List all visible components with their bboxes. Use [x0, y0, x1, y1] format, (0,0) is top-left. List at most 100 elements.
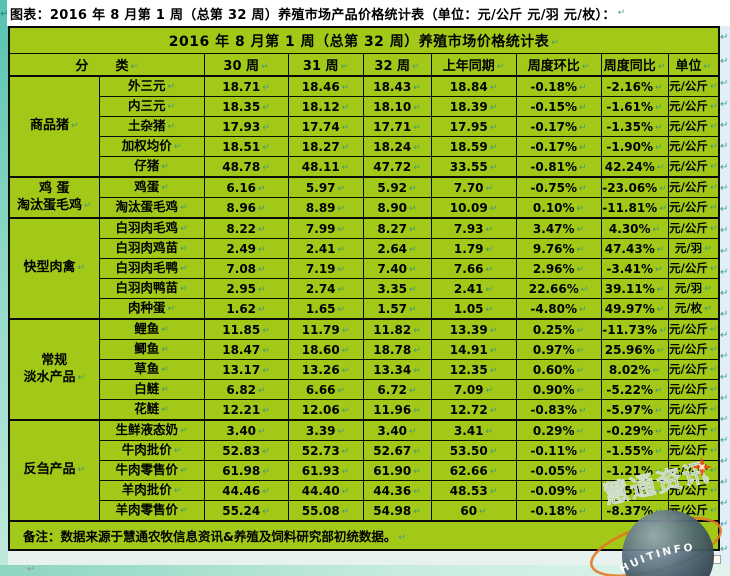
- unit-cell[interactable]: 元/羽 ↵: [667, 238, 720, 259]
- row-label[interactable]: 牛肉批价 ↵: [98, 440, 205, 461]
- percent-cell[interactable]: -11.81% ↵: [600, 197, 669, 219]
- unit-cell[interactable]: 元/公斤 ↵: [667, 75, 720, 97]
- percent-cell[interactable]: -5.97% ↵: [600, 399, 669, 421]
- row-label[interactable]: 鲤鱼 ↵: [98, 318, 205, 340]
- price-cell[interactable]: 13.17 ↵: [203, 359, 289, 380]
- group-label[interactable]: 反刍产品 ↵: [8, 419, 100, 522]
- price-cell[interactable]: 14.91 ↵: [430, 339, 517, 360]
- price-cell[interactable]: 2.95 ↵: [203, 278, 289, 299]
- percent-cell[interactable]: -3.41% ↵: [600, 258, 669, 279]
- price-cell[interactable]: 2.74 ↵: [287, 278, 364, 299]
- row-label[interactable]: 白羽肉鸭苗 ↵: [98, 278, 205, 299]
- percent-cell[interactable]: -0.11% ↵: [515, 440, 602, 461]
- row-label[interactable]: 白羽肉毛鸭 ↵: [98, 258, 205, 279]
- header-yoy-change[interactable]: 周度同比 ↵: [600, 53, 669, 77]
- percent-cell[interactable]: -0.75% ↵: [515, 176, 602, 198]
- price-cell[interactable]: 33.55 ↵: [430, 156, 517, 178]
- row-label[interactable]: 羊肉零售价 ↵: [98, 500, 205, 522]
- price-cell[interactable]: 2.64 ↵: [362, 238, 432, 259]
- percent-cell[interactable]: 0.90% ↵: [515, 379, 602, 400]
- price-cell[interactable]: 18.84 ↵: [430, 75, 517, 97]
- price-cell[interactable]: 18.24 ↵: [362, 136, 432, 157]
- price-cell[interactable]: 3.40 ↵: [203, 419, 289, 441]
- percent-cell[interactable]: 2.96% ↵: [515, 258, 602, 279]
- price-cell[interactable]: 6.82 ↵: [203, 379, 289, 400]
- row-label[interactable]: 白羽肉毛鸡 ↵: [98, 217, 205, 239]
- price-cell[interactable]: 18.27 ↵: [287, 136, 364, 157]
- price-cell[interactable]: 61.90 ↵: [362, 460, 432, 481]
- price-cell[interactable]: 2.41 ↵: [430, 278, 517, 299]
- price-cell[interactable]: 18.59 ↵: [430, 136, 517, 157]
- percent-cell[interactable]: -0.83% ↵: [515, 399, 602, 421]
- unit-cell[interactable]: 元/公斤 ↵: [667, 156, 720, 178]
- row-label[interactable]: 淘汰蛋毛鸡 ↵: [98, 197, 205, 219]
- percent-cell[interactable]: -1.55% ↵: [600, 440, 669, 461]
- price-cell[interactable]: 48.78 ↵: [203, 156, 289, 178]
- unit-cell[interactable]: 元/公斤 ↵: [667, 359, 720, 380]
- price-cell[interactable]: 11.82 ↵: [362, 318, 432, 340]
- percent-cell[interactable]: 8.02% ↵: [600, 359, 669, 380]
- price-cell[interactable]: 12.72 ↵: [430, 399, 517, 421]
- price-cell[interactable]: 18.47 ↵: [203, 339, 289, 360]
- price-cell[interactable]: 7.40 ↵: [362, 258, 432, 279]
- price-cell[interactable]: 18.35 ↵: [203, 96, 289, 117]
- unit-cell[interactable]: 元/公斤 ↵: [667, 217, 720, 239]
- percent-cell[interactable]: -0.81% ↵: [515, 156, 602, 178]
- row-label[interactable]: 鸡蛋 ↵: [98, 176, 205, 198]
- percent-cell[interactable]: 9.76% ↵: [515, 238, 602, 259]
- unit-cell[interactable]: 元/公斤 ↵: [667, 399, 720, 421]
- price-cell[interactable]: 62.66 ↵: [430, 460, 517, 481]
- price-cell[interactable]: 3.40 ↵: [362, 419, 432, 441]
- price-cell[interactable]: 52.73 ↵: [287, 440, 364, 461]
- group-label[interactable]: 鸡 蛋淘汰蛋毛鸡 ↵: [8, 176, 100, 219]
- price-cell[interactable]: 17.93 ↵: [203, 116, 289, 137]
- price-cell[interactable]: 7.08 ↵: [203, 258, 289, 279]
- price-cell[interactable]: 44.40 ↵: [287, 480, 364, 501]
- percent-cell[interactable]: -8.37% ↵: [600, 500, 669, 522]
- price-cell[interactable]: 18.78 ↵: [362, 339, 432, 360]
- price-cell[interactable]: 7.99 ↵: [287, 217, 364, 239]
- percent-cell[interactable]: 25.96% ↵: [600, 339, 669, 360]
- unit-cell[interactable]: 元/公斤 ↵: [667, 96, 720, 117]
- row-label[interactable]: 白羽肉鸡苗 ↵: [98, 238, 205, 259]
- percent-cell[interactable]: -0.15% ↵: [515, 96, 602, 117]
- price-cell[interactable]: 18.43 ↵: [362, 75, 432, 97]
- unit-cell[interactable]: 元/公斤 ↵: [667, 460, 720, 481]
- price-cell[interactable]: 3.39 ↵: [287, 419, 364, 441]
- price-cell[interactable]: 13.26 ↵: [287, 359, 364, 380]
- percent-cell[interactable]: 3.47% ↵: [515, 217, 602, 239]
- unit-cell[interactable]: 元/公斤 ↵: [667, 258, 720, 279]
- percent-cell[interactable]: -0.17% ↵: [515, 116, 602, 137]
- header-wow-change[interactable]: 周度环比 ↵: [515, 53, 602, 77]
- price-cell[interactable]: 18.10 ↵: [362, 96, 432, 117]
- price-cell[interactable]: 3.41 ↵: [430, 419, 517, 441]
- price-cell[interactable]: 17.74 ↵: [287, 116, 364, 137]
- price-cell[interactable]: 18.46 ↵: [287, 75, 364, 97]
- document-title[interactable]: 图表：2016 年 8 月第 1 周（总第 32 周）养殖市场产品价格统计表（单…: [10, 7, 616, 23]
- percent-cell[interactable]: -0.17% ↵: [515, 136, 602, 157]
- price-cell[interactable]: 48.11 ↵: [287, 156, 364, 178]
- price-cell[interactable]: 1.05 ↵: [430, 298, 517, 320]
- price-cell[interactable]: 48.53 ↵: [430, 480, 517, 501]
- unit-cell[interactable]: 元/公斤 ↵: [667, 116, 720, 137]
- percent-cell[interactable]: 0.60% ↵: [515, 359, 602, 380]
- price-cell[interactable]: 61.93 ↵: [287, 460, 364, 481]
- percent-cell[interactable]: -1.61% ↵: [600, 96, 669, 117]
- unit-cell[interactable]: 元/公斤 ↵: [667, 440, 720, 461]
- price-cell[interactable]: 5.92 ↵: [362, 176, 432, 198]
- price-cell[interactable]: 53.50 ↵: [430, 440, 517, 461]
- unit-cell[interactable]: 元/公斤 ↵: [667, 379, 720, 400]
- price-cell[interactable]: 61.98 ↵: [203, 460, 289, 481]
- unit-cell[interactable]: 元/公斤 ↵: [667, 318, 720, 340]
- price-cell[interactable]: 11.85 ↵: [203, 318, 289, 340]
- price-cell[interactable]: 7.19 ↵: [287, 258, 364, 279]
- unit-cell[interactable]: 元/公斤 ↵: [667, 419, 720, 441]
- price-cell[interactable]: 13.34 ↵: [362, 359, 432, 380]
- unit-cell[interactable]: 元/公斤 ↵: [667, 136, 720, 157]
- price-cell[interactable]: 18.71 ↵: [203, 75, 289, 97]
- price-cell[interactable]: 1.65 ↵: [287, 298, 364, 320]
- price-cell[interactable]: 8.27 ↵: [362, 217, 432, 239]
- price-cell[interactable]: 11.96 ↵: [362, 399, 432, 421]
- price-cell[interactable]: 17.71 ↵: [362, 116, 432, 137]
- header-unit[interactable]: 单位 ↵: [667, 53, 720, 77]
